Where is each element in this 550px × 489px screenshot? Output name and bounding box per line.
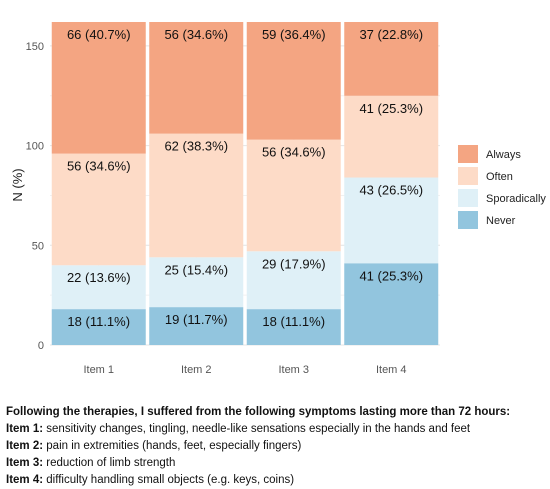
- caption-item-text: reduction of limb strength: [43, 457, 176, 469]
- caption-item-key: Item 4:: [6, 474, 44, 486]
- data-label: 41 (25.3%): [359, 101, 423, 116]
- caption-item-4: Item 4: difficulty handling small object…: [6, 472, 546, 489]
- bar-segment-always: [246, 22, 341, 140]
- data-label: 19 (11.7%): [165, 312, 228, 327]
- caption-item-text: difficulty handling small objects (e.g. …: [43, 474, 295, 486]
- bar-segment-never: [246, 309, 341, 345]
- legend-swatch-never: [458, 211, 478, 229]
- data-label: 37 (22.8%): [359, 27, 423, 42]
- y-axis-tick-labels: 0 50 100 150: [26, 41, 44, 352]
- y-tick-label: 100: [26, 141, 44, 153]
- caption-item-key: Item 2:: [6, 440, 44, 452]
- y-tick-label: 50: [32, 240, 44, 252]
- caption-item-text: sensitivity changes, tingling, needle-li…: [43, 423, 471, 435]
- bar-segment-sporadically: [51, 265, 146, 310]
- legend: Always Often Sporadically Never: [458, 145, 546, 229]
- stacked-bar-chart: 18 (11.1%) 22 (13.6%) 56 (34.6%) 66 (40.7%)…: [10, 22, 546, 376]
- caption-item-1: Item 1: sensitivity changes, tingling, n…: [6, 421, 546, 438]
- y-axis-title: N (%): [10, 168, 25, 201]
- legend-swatch-always: [458, 145, 478, 163]
- bar-segment-always: [51, 22, 146, 154]
- legend-label: Sporadically: [486, 193, 546, 205]
- bar-segment-often: [149, 133, 244, 258]
- caption-item-3: Item 3: reduction of limb strength: [6, 455, 546, 472]
- bars: 18 (11.1%) 22 (13.6%) 56 (34.6%) 66 (40.7%)…: [51, 22, 439, 345]
- data-label: 56 (34.6%): [67, 159, 131, 174]
- y-tick-label: 150: [26, 41, 44, 53]
- legend-label: Never: [486, 215, 516, 227]
- legend-label: Always: [486, 149, 521, 161]
- data-label: 62 (38.3%): [164, 139, 228, 154]
- legend-label: Often: [486, 171, 513, 183]
- bar-segment-sporadically: [246, 251, 341, 310]
- data-label: 43 (26.5%): [359, 183, 423, 198]
- legend-swatch-sporadically: [458, 189, 478, 207]
- caption-item-2: Item 2: pain in extremities (hands, feet…: [6, 438, 546, 455]
- bar-segment-never: [344, 263, 439, 345]
- x-axis-tick-labels: Item 1 Item 2 Item 3 Item 4: [83, 364, 406, 376]
- data-label: 56 (34.6%): [262, 145, 326, 160]
- data-label: 18 (11.1%): [262, 314, 325, 329]
- caption-item-key: Item 1:: [6, 423, 44, 435]
- bar-segment-always: [149, 22, 244, 134]
- data-label: 25 (15.4%): [164, 262, 228, 277]
- caption-item-text: pain in extremities (hands, feet, especi…: [43, 440, 302, 452]
- legend-swatch-often: [458, 167, 478, 185]
- bar-segment-never: [51, 309, 146, 345]
- figure-caption: Following the therapies, I suffered from…: [6, 404, 546, 489]
- data-label: 29 (17.9%): [262, 256, 326, 271]
- bar-segment-sporadically: [344, 177, 439, 264]
- y-tick-label: 0: [38, 340, 44, 352]
- data-label: 22 (13.6%): [67, 270, 131, 285]
- bar-segment-often: [344, 95, 439, 178]
- x-tick-label: Item 2: [181, 364, 212, 376]
- data-label: 59 (36.4%): [262, 27, 326, 42]
- data-label: 56 (34.6%): [164, 27, 228, 42]
- bar-segment-sporadically: [149, 257, 244, 308]
- bar-segment-always: [344, 22, 439, 96]
- x-tick-label: Item 1: [83, 364, 114, 376]
- data-label: 41 (25.3%): [359, 268, 423, 283]
- data-label: 66 (40.7%): [67, 27, 131, 42]
- x-tick-label: Item 4: [376, 364, 407, 376]
- bar-segment-never: [149, 307, 244, 345]
- caption-item-key: Item 3:: [6, 457, 44, 469]
- bar-segment-often: [51, 153, 146, 266]
- x-tick-label: Item 3: [278, 364, 309, 376]
- caption-heading: Following the therapies, I suffered from…: [6, 406, 511, 418]
- bar-segment-often: [246, 139, 341, 252]
- data-label: 18 (11.1%): [67, 314, 130, 329]
